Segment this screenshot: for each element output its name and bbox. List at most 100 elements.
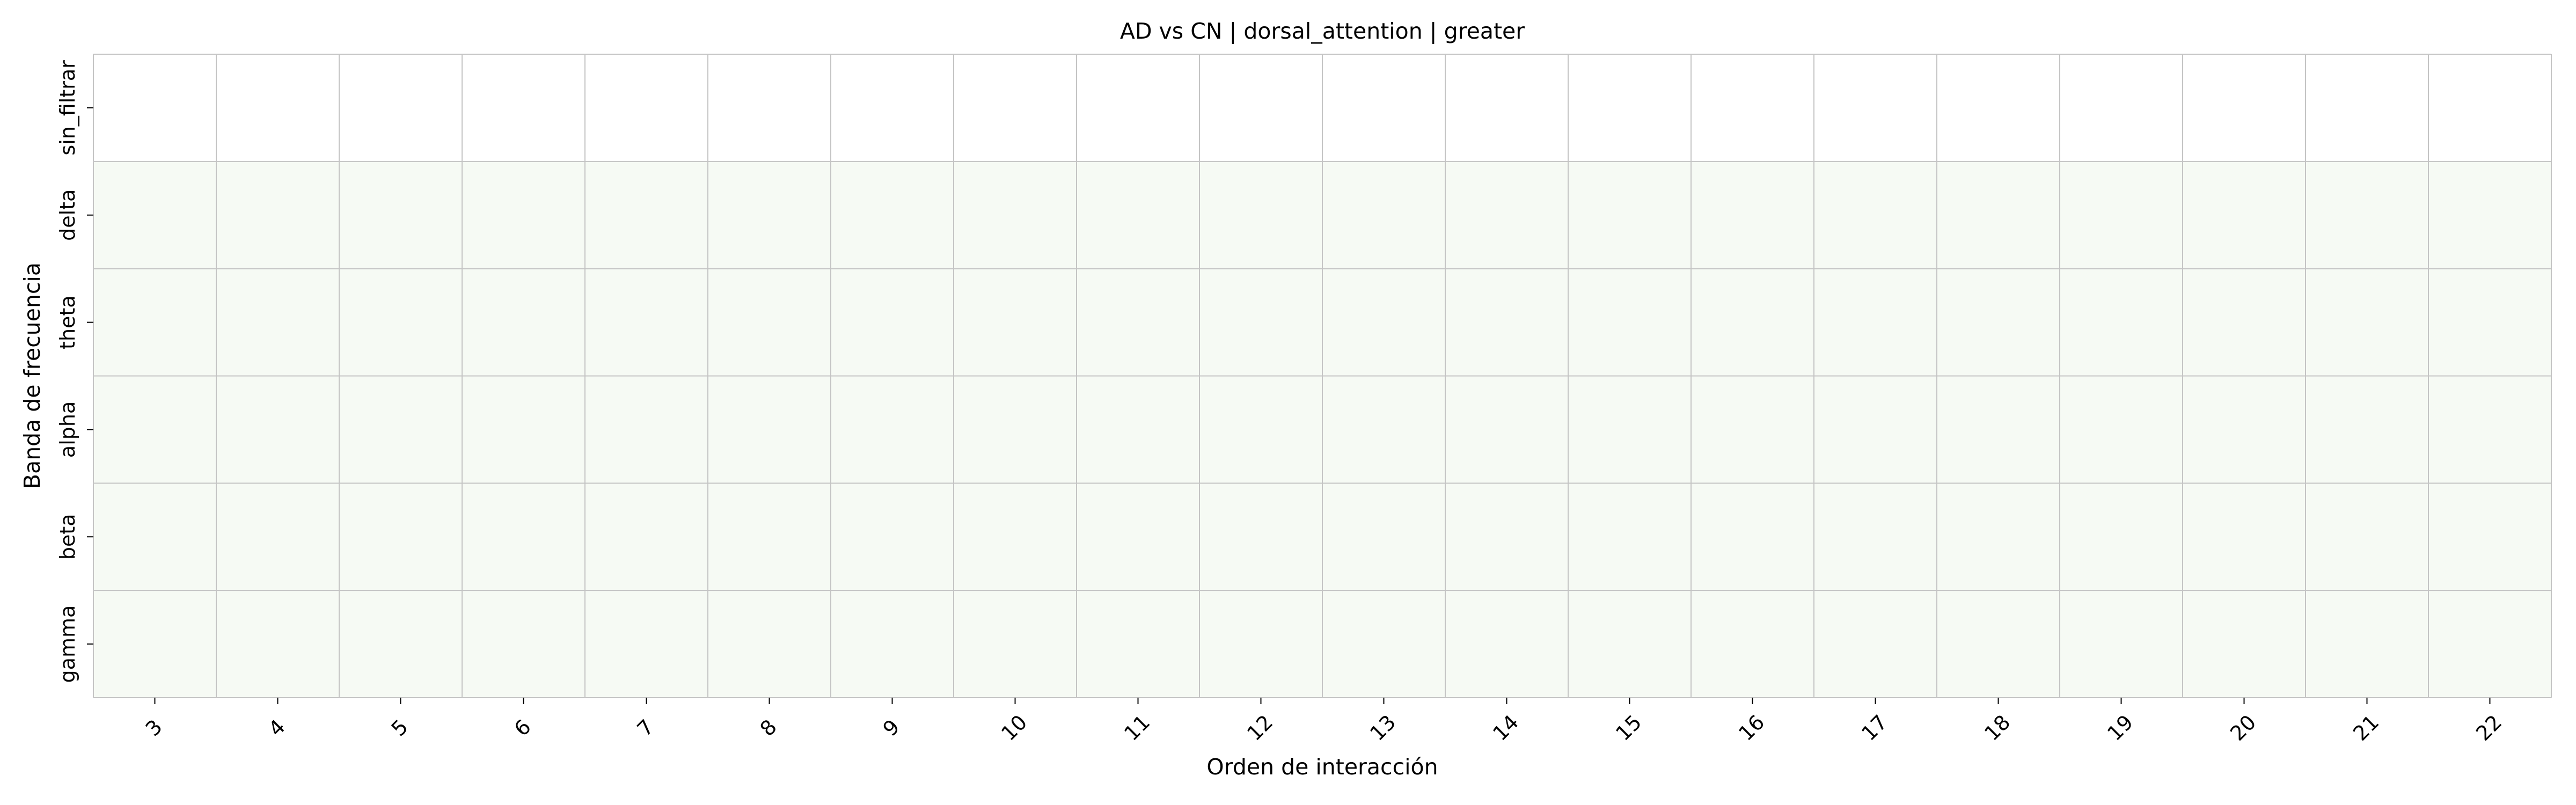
heatmap-cell (1568, 590, 1691, 698)
heatmap-cell (1077, 268, 1199, 376)
heatmap-cell (1568, 268, 1691, 376)
y-tick-label: theta (56, 295, 79, 349)
heatmap-cell (462, 161, 585, 269)
heatmap-cell (1691, 483, 1814, 591)
heatmap-cell (2306, 161, 2428, 269)
heatmap-cell (2306, 590, 2428, 698)
heatmap-cell (2183, 268, 2306, 376)
heatmap-cell (2183, 376, 2306, 484)
heatmap-cell (1199, 161, 1322, 269)
heatmap-cell (2428, 376, 2551, 484)
heatmap-cell (216, 590, 339, 698)
heatmap-cell (708, 54, 831, 162)
heatmap-cell (1445, 54, 1568, 162)
heatmap-cell (93, 483, 216, 591)
heatmap-cell (954, 54, 1077, 162)
heatmap-cell (708, 376, 831, 484)
heatmap-cell (1568, 376, 1691, 484)
heatmap-cells (93, 54, 2551, 698)
heatmap-cell (1077, 483, 1199, 591)
heatmap-cell (831, 376, 954, 484)
heatmap-cell (1199, 483, 1322, 591)
x-axis-label: Orden de interacción (1206, 754, 1438, 780)
heatmap-cell (93, 268, 216, 376)
x-tick-label: 5 (387, 715, 413, 741)
heatmap-cell (1077, 54, 1199, 162)
heatmap-cell (708, 590, 831, 698)
x-tick-label: 3 (141, 715, 167, 741)
heatmap-cell (831, 54, 954, 162)
x-tick-label: 14 (1488, 711, 1523, 745)
heatmap-cell (216, 54, 339, 162)
heatmap-cell (1445, 483, 1568, 591)
heatmap-cell (93, 376, 216, 484)
heatmap-cell (1077, 590, 1199, 698)
heatmap-cell (2428, 54, 2551, 162)
heatmap-cell (2428, 483, 2551, 591)
x-tick-label: 15 (1611, 711, 1646, 745)
heatmap-cell (2306, 268, 2428, 376)
heatmap-cell (93, 590, 216, 698)
heatmap-cell (339, 590, 462, 698)
heatmap-cell (1937, 54, 2060, 162)
x-tick-label: 9 (879, 715, 904, 741)
heatmap-cell (339, 54, 462, 162)
heatmap-cell (1691, 590, 1814, 698)
x-tick-label: 8 (756, 715, 781, 741)
x-axis-ticks: 3 4 5 6 7 8 9 10 11 12 13 14 15 16 17 18 19 20 21 22 (141, 698, 2506, 745)
heatmap-cell (2428, 161, 2551, 269)
heatmap-cell (1322, 161, 1445, 269)
heatmap-cell (831, 161, 954, 269)
heatmap-cell (1322, 590, 1445, 698)
heatmap-cell (2183, 161, 2306, 269)
heatmap-cell (2183, 590, 2306, 698)
heatmap-cell (585, 376, 708, 484)
heatmap-cell (1814, 376, 1937, 484)
heatmap-cell (831, 590, 954, 698)
heatmap-cell (462, 483, 585, 591)
x-tick-label: 11 (1119, 711, 1154, 745)
heatmap-cell (954, 590, 1077, 698)
x-tick-label: 19 (2103, 711, 2138, 745)
heatmap-cell (1691, 161, 1814, 269)
heatmap-cell (1937, 161, 2060, 269)
heatmap-cell (1322, 483, 1445, 591)
heatmap-cell (216, 376, 339, 484)
heatmap-cell (2060, 590, 2183, 698)
heatmap-cell (2428, 268, 2551, 376)
heatmap-cell (462, 54, 585, 162)
heatmap-cell (93, 54, 216, 162)
x-tick-label: 17 (1857, 711, 1892, 745)
heatmap-cell (954, 376, 1077, 484)
heatmap-cell (2060, 161, 2183, 269)
heatmap-cell (1322, 376, 1445, 484)
heatmap-cell (2306, 483, 2428, 591)
heatmap-cell (1199, 268, 1322, 376)
heatmap-cell (2060, 268, 2183, 376)
heatmap-cell (1568, 54, 1691, 162)
heatmap-cell (1937, 268, 2060, 376)
y-tick-label: alpha (56, 401, 79, 458)
heatmap-cell (585, 161, 708, 269)
heatmap-cell (2306, 54, 2428, 162)
x-tick-label: 16 (1734, 711, 1769, 745)
heatmap-cell (1568, 161, 1691, 269)
heatmap-cell (2306, 376, 2428, 484)
heatmap-cell (585, 590, 708, 698)
heatmap-cell (1814, 268, 1937, 376)
heatmap-cell (954, 161, 1077, 269)
x-tick-label: 18 (1980, 711, 2015, 745)
x-tick-label: 4 (264, 715, 290, 741)
heatmap-cell (708, 483, 831, 591)
x-tick-label: 10 (997, 711, 1031, 745)
heatmap-cell (831, 268, 954, 376)
heatmap-cell (954, 483, 1077, 591)
heatmap-cell (1445, 161, 1568, 269)
heatmap-cell (2060, 483, 2183, 591)
chart-title: AD vs CN | dorsal_attention | greater (1120, 18, 1525, 44)
heatmap-cell (1199, 590, 1322, 698)
x-tick-label: 21 (2348, 711, 2383, 745)
x-tick-label: 7 (633, 715, 658, 741)
